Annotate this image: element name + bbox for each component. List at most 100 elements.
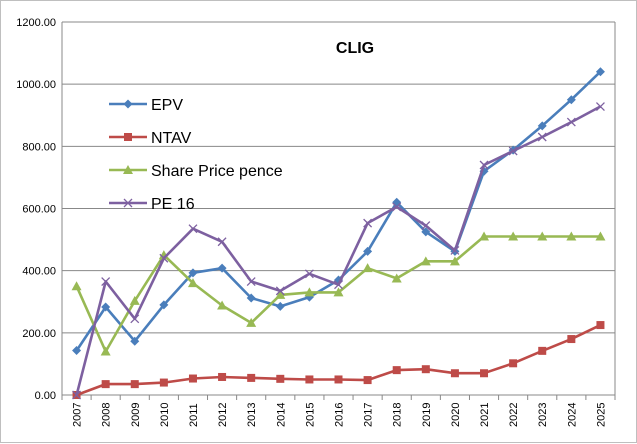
data-point <box>420 256 431 266</box>
y-tick-label: 200.00 <box>22 328 56 340</box>
data-point <box>275 289 286 299</box>
series-share-price-pence <box>71 231 606 356</box>
data-point <box>217 263 227 273</box>
data-point <box>123 165 133 174</box>
data-point <box>275 286 285 296</box>
data-point <box>188 374 197 383</box>
data-point <box>247 373 256 382</box>
y-tick-labels: 0.00 200.00 400.00 600.00 800.00 1000.00 1200.… <box>16 17 56 402</box>
data-point <box>71 281 82 291</box>
data-point <box>188 224 198 234</box>
data-point <box>100 346 111 356</box>
data-point-stroke <box>217 237 227 247</box>
x-tick-label: 2012 <box>217 403 229 427</box>
x-tick-label: 2019 <box>421 403 433 427</box>
y-tick-label: 600.00 <box>22 204 56 216</box>
data-point <box>595 67 605 77</box>
data-point <box>391 273 402 283</box>
data-point <box>72 346 82 356</box>
data-point <box>363 218 373 228</box>
data-point <box>246 293 256 303</box>
data-point <box>537 231 548 241</box>
data-point-stroke <box>566 117 576 127</box>
data-point <box>217 300 228 310</box>
data-point-stroke <box>304 269 314 279</box>
x-tick-label: 2016 <box>334 403 346 427</box>
data-point <box>123 198 133 208</box>
data-point-stroke <box>392 202 402 212</box>
data-point <box>508 146 518 156</box>
x-tick-label: 2011 <box>188 403 200 427</box>
data-point <box>72 390 82 400</box>
data-point <box>421 227 431 237</box>
data-point-stroke <box>450 246 460 255</box>
data-point <box>304 269 314 279</box>
x-tick-labels: 2007 2008 2009 2010 2011 2012 2013 2014 2015 2016… <box>72 403 608 427</box>
data-point <box>101 302 111 312</box>
data-point <box>334 375 343 384</box>
data-point <box>421 365 430 374</box>
x-tick-label: 2022 <box>508 403 520 427</box>
y-tick-label: 800.00 <box>22 141 56 153</box>
data-point <box>130 336 140 346</box>
data-point <box>159 253 169 263</box>
data-point <box>130 380 139 389</box>
data-point-stroke <box>246 277 256 287</box>
x-tick-label: 2009 <box>130 403 142 427</box>
series-group <box>71 67 606 400</box>
series-line <box>75 105 602 396</box>
data-point <box>566 117 576 127</box>
data-point <box>479 160 489 170</box>
x-tick-label: 2024 <box>566 403 578 427</box>
data-point <box>334 280 343 290</box>
x-tick-label: 2007 <box>72 403 84 427</box>
legend-label: NTAV <box>151 130 192 147</box>
data-point <box>123 99 133 109</box>
data-point-stroke <box>101 277 111 287</box>
data-point <box>392 202 402 212</box>
chart-title: CLIG <box>336 40 374 57</box>
data-point <box>124 133 132 141</box>
y-tick-label: 1200.00 <box>16 17 56 29</box>
data-point <box>101 277 111 287</box>
data-point-stroke <box>159 253 169 263</box>
data-point-stroke <box>508 146 518 156</box>
data-point-stroke <box>363 218 373 228</box>
data-point <box>217 237 227 247</box>
data-point <box>538 346 547 355</box>
data-point <box>130 314 140 324</box>
data-point <box>537 132 547 142</box>
data-point-stroke <box>188 224 198 234</box>
data-point-stroke <box>421 221 431 231</box>
data-point <box>188 268 198 278</box>
series-ntav <box>72 321 605 399</box>
data-point <box>421 221 431 231</box>
data-point <box>101 380 110 389</box>
data-point <box>450 246 460 255</box>
data-point-stroke <box>130 314 140 324</box>
data-point <box>595 231 606 241</box>
data-point <box>187 278 198 288</box>
x-tick-label: 2015 <box>304 403 316 427</box>
data-point-stroke <box>275 286 285 296</box>
data-point <box>129 295 140 305</box>
data-point <box>246 277 256 287</box>
data-point <box>479 231 490 241</box>
x-tick-label: 2020 <box>450 403 462 427</box>
data-point <box>246 317 257 327</box>
axes <box>61 22 616 400</box>
x-tick-label: 2013 <box>246 403 258 427</box>
data-point <box>566 231 577 241</box>
data-point <box>362 263 373 273</box>
data-point <box>159 300 169 310</box>
data-point <box>159 378 168 387</box>
data-point <box>305 375 314 384</box>
y-tick-label: 0.00 <box>35 390 56 402</box>
data-point <box>596 321 605 330</box>
legend-item: PE 16 <box>109 196 195 213</box>
x-tick-label: 2023 <box>537 403 549 427</box>
x-tick-label: 2010 <box>159 403 171 427</box>
data-point <box>567 335 576 344</box>
